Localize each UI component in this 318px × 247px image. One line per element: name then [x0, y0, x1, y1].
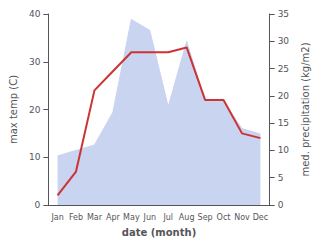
- svg-text:10: 10: [278, 145, 290, 155]
- svg-text:Dec: Dec: [253, 213, 268, 222]
- svg-text:40: 40: [29, 9, 41, 19]
- svg-text:10: 10: [29, 152, 41, 162]
- svg-text:Mar: Mar: [87, 213, 103, 222]
- svg-text:May: May: [123, 213, 140, 222]
- svg-text:max temp (C): max temp (C): [8, 75, 19, 144]
- svg-text:date (month): date (month): [122, 227, 196, 238]
- svg-text:Feb: Feb: [69, 213, 83, 222]
- svg-text:30: 30: [278, 36, 290, 46]
- svg-text:Jan: Jan: [50, 213, 63, 222]
- svg-text:Jul: Jul: [162, 213, 173, 222]
- svg-text:25: 25: [278, 64, 289, 74]
- svg-text:Sep: Sep: [198, 213, 213, 222]
- svg-text:Aug: Aug: [179, 213, 195, 222]
- svg-text:5: 5: [278, 173, 284, 183]
- svg-text:30: 30: [29, 57, 41, 67]
- svg-text:Jun: Jun: [143, 213, 157, 222]
- svg-text:20: 20: [29, 105, 41, 115]
- svg-text:0: 0: [278, 200, 284, 210]
- svg-text:Oct: Oct: [217, 213, 231, 222]
- svg-text:20: 20: [278, 91, 290, 101]
- svg-text:35: 35: [278, 9, 289, 19]
- svg-text:Apr: Apr: [106, 213, 121, 222]
- svg-text:0: 0: [35, 200, 41, 210]
- svg-text:Nov: Nov: [234, 213, 250, 222]
- svg-text:15: 15: [278, 118, 289, 128]
- svg-text:med. precipitation (kg/m2): med. precipitation (kg/m2): [300, 42, 311, 176]
